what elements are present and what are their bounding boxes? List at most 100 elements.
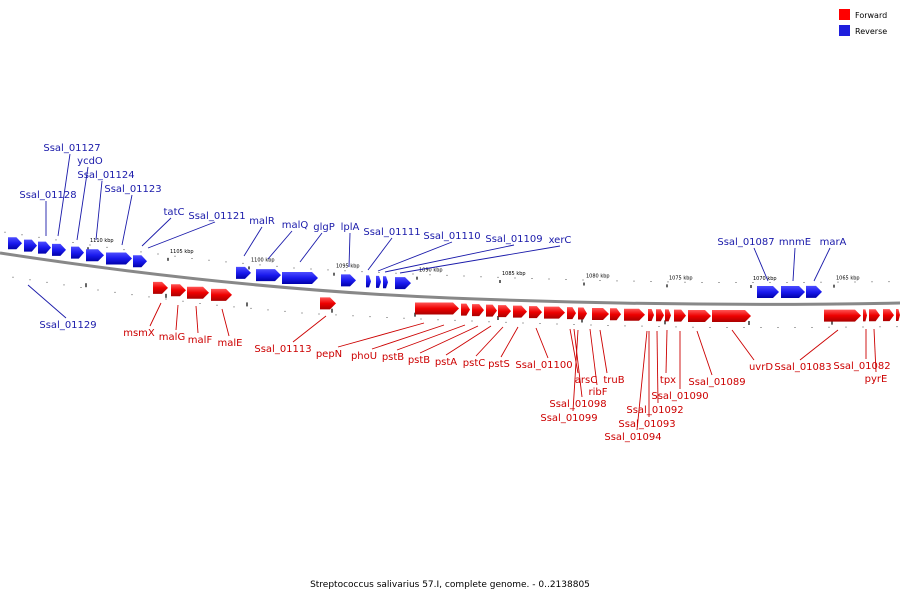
gene-label-trub[interactable]: truB (603, 375, 624, 386)
reverse-gene-arrow (781, 286, 805, 298)
gene-label-uvrd[interactable]: uvrD (749, 362, 773, 373)
leader-line (572, 329, 579, 412)
forward-gene-arrow (567, 307, 576, 320)
leader-line (175, 304, 179, 331)
gene-label-male[interactable]: malE (218, 338, 243, 349)
forward-gene-arrow (592, 308, 609, 321)
leader-line (419, 325, 479, 354)
gene-label-ssal-01113[interactable]: Ssal_01113 (254, 344, 311, 355)
gene-label-malf[interactable]: malF (188, 335, 213, 346)
forward-gene-arrow (415, 302, 459, 315)
forward-gene-arrow (578, 307, 587, 320)
gene-label-phou[interactable]: phoU (351, 351, 377, 362)
gene-label-ssal-01127[interactable]: Ssal_01127 (43, 143, 100, 154)
gene-labels: Ssal_01128 Ssal_01127 ycdO Ssal_01124 Ssal_0… (19, 143, 890, 443)
legend-reverse-label: Reverse (855, 27, 887, 36)
gene-label-tpx[interactable]: tpx (660, 375, 676, 386)
gene-label-ssal-01089[interactable]: Ssal_01089 (688, 377, 745, 388)
leader-line (665, 329, 668, 374)
gene-label-pstc[interactable]: pstC (463, 358, 485, 369)
leader-line (445, 325, 492, 356)
gene-label-ssal-01098[interactable]: Ssal_01098 (549, 399, 606, 410)
gene-label-ribf[interactable]: ribF (589, 387, 608, 398)
forward-gene-arrow (187, 286, 209, 299)
leader-line (399, 245, 561, 274)
leader-line (57, 153, 71, 237)
forward-gene-arrow (513, 305, 527, 318)
leader-line (267, 230, 293, 260)
gene-label-pstb[interactable]: pstB (408, 355, 430, 366)
forward-gene-arrow (869, 309, 880, 322)
legend-reverse-swatch (839, 25, 850, 36)
scale-ticks (4, 231, 898, 328)
gene-label-lpla[interactable]: lplA (341, 222, 360, 233)
forward-gene-arrow (320, 297, 336, 310)
gene-label-ssal-01129[interactable]: Ssal_01129 (39, 320, 96, 331)
leader-line (573, 328, 583, 398)
gene-label-ssal-01123[interactable]: Ssal_01123 (104, 184, 161, 195)
gene-label-ssal-01087[interactable]: Ssal_01087 (717, 237, 774, 248)
gene-label-mnme[interactable]: mnmE (779, 237, 811, 248)
leader-line (813, 247, 831, 282)
gene-label-malg[interactable]: malG (159, 332, 185, 343)
gene-label-ssal-01082[interactable]: Ssal_01082 (833, 361, 890, 372)
leader-line (377, 241, 453, 272)
leader-line (149, 302, 162, 327)
leader-line (337, 322, 425, 348)
leader-line (121, 194, 133, 246)
forward-gene-arrow (610, 308, 621, 321)
forward-gene-arrow (211, 288, 232, 301)
leader-line (195, 305, 199, 334)
forward-gene-arrow (863, 309, 867, 322)
gene-label-msmx[interactable]: msmX (123, 328, 155, 339)
gene-label-glgp[interactable]: glgP (313, 222, 335, 233)
gene-label-ssal-01092[interactable]: Ssal_01092 (626, 405, 683, 416)
gene-label-psta[interactable]: pstA (435, 357, 457, 368)
forward-gene-arrow (824, 309, 861, 322)
gene-label-ssal-01124[interactable]: Ssal_01124 (77, 170, 134, 181)
scale-tick-label: 1085 kbp (502, 271, 526, 277)
legend-forward-swatch (839, 9, 850, 20)
gene-label-mara[interactable]: marA (820, 237, 847, 248)
reverse-gene-arrow (52, 243, 66, 256)
gene-label-ssal-01121[interactable]: Ssal_01121 (188, 211, 245, 222)
leader-line (873, 328, 877, 373)
reverse-gene-arrow (106, 252, 132, 265)
forward-gene-arrow (544, 306, 565, 319)
gene-label-ssal-01128[interactable]: Ssal_01128 (19, 190, 76, 201)
gene-label-ssal-01100[interactable]: Ssal_01100 (515, 360, 572, 371)
forward-gene-arrow (624, 308, 645, 321)
gene-label-psts[interactable]: pstS (488, 359, 510, 370)
leader-line (475, 326, 504, 357)
gene-label-ssal-01094[interactable]: Ssal_01094 (604, 432, 661, 443)
gene-label-arsc[interactable]: arsC (575, 375, 597, 386)
leader-line (76, 166, 89, 241)
gene-label-ssal-01111[interactable]: Ssal_01111 (363, 227, 420, 238)
reverse-gene-arrow (806, 285, 822, 298)
gene-label-ssal-01110[interactable]: Ssal_01110 (423, 231, 480, 242)
reverse-gene-arrow (86, 249, 104, 262)
leader-line (599, 329, 608, 374)
gene-label-malq[interactable]: malQ (282, 220, 309, 231)
gene-label-ssal-01099[interactable]: Ssal_01099 (540, 413, 597, 424)
gene-label-pepn[interactable]: pepN (316, 349, 342, 360)
gene-label-ssal-01109[interactable]: Ssal_01109 (485, 234, 542, 245)
leader-line (299, 232, 323, 263)
leader-line (500, 326, 519, 358)
gene-label-ssal-01083[interactable]: Ssal_01083 (774, 362, 831, 373)
leader-line (636, 330, 648, 431)
scale-tick-label: 1110 kbp (90, 238, 114, 244)
leader-line (348, 232, 351, 268)
leader-line (141, 217, 172, 247)
forward-gene-arrow (712, 310, 751, 322)
reverse-gene-arrow (383, 276, 388, 289)
gene-label-ssal-01093[interactable]: Ssal_01093 (618, 419, 675, 430)
gene-label-ssal-01090[interactable]: Ssal_01090 (651, 391, 708, 402)
gene-label-xerc[interactable]: xerC (549, 235, 572, 246)
leader-line (589, 328, 598, 386)
gene-label-ycdo[interactable]: ycdO (77, 156, 103, 167)
gene-label-pyre[interactable]: pyrE (865, 374, 888, 385)
gene-label-tatc[interactable]: tatC (164, 207, 185, 218)
gene-label-malr[interactable]: malR (249, 216, 275, 227)
gene-label-pstb[interactable]: pstB (382, 352, 404, 363)
